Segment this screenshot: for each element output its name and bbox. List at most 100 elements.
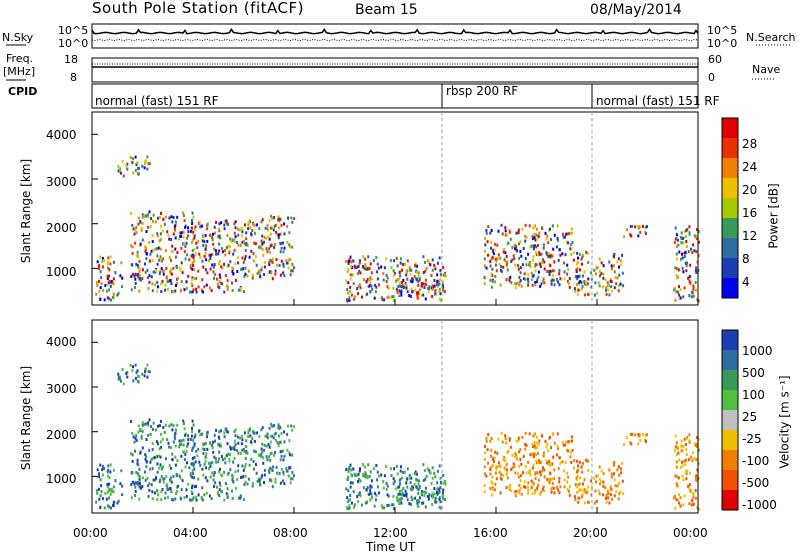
velocity-cell [578, 489, 580, 493]
power-cell [190, 254, 193, 258]
power-cell [191, 241, 193, 244]
velocity-cell [490, 437, 493, 440]
velocity-cell [539, 473, 542, 476]
velocity-cell [145, 459, 148, 463]
velocity-cell [148, 370, 151, 374]
velocity-cell [685, 443, 687, 447]
power-cell [286, 224, 289, 228]
velocity-cell [356, 495, 359, 499]
power-cell [549, 255, 552, 259]
velocity-cell [527, 488, 530, 492]
velocity-cell [208, 494, 211, 498]
power-cell [291, 269, 294, 273]
velocity-cell [100, 490, 103, 494]
velocity-cell [277, 441, 280, 445]
velocity-cell [438, 505, 441, 509]
power-cell [156, 232, 159, 236]
velocity-cell [204, 442, 207, 445]
velocity-cell [395, 464, 398, 468]
power-cell [539, 284, 542, 288]
velocity-cell [180, 443, 183, 446]
power-cell [426, 287, 429, 290]
power-cell [283, 246, 286, 250]
power-cell [492, 252, 495, 256]
power-cell [288, 243, 291, 247]
power-cell [596, 266, 599, 270]
velocity-cell [444, 480, 446, 484]
power-colorbar-swatch [722, 178, 738, 199]
power-cell [576, 275, 579, 279]
power-cell [558, 268, 561, 272]
velocity-cell [199, 433, 202, 437]
power-cell [137, 273, 140, 276]
velocity-cell [402, 493, 405, 497]
power-cell [202, 244, 205, 247]
velocity-cell [422, 479, 425, 482]
power-cell [646, 225, 648, 229]
power-cell [564, 253, 567, 257]
velocity-cell [521, 435, 524, 439]
velocity-cell [410, 503, 412, 506]
power-panel-frame [91, 111, 699, 306]
power-cell [441, 283, 444, 287]
power-cell [160, 257, 163, 261]
power-cell [265, 236, 268, 240]
power-cell [515, 231, 518, 235]
power-cell [349, 277, 352, 281]
velocity-cell [499, 491, 502, 495]
velocity-cell [597, 489, 600, 493]
power-cell [287, 266, 290, 270]
power-cell [443, 290, 446, 294]
power-cell [442, 265, 445, 269]
power-cell [616, 260, 619, 264]
velocity-ytick: 4000 [46, 335, 77, 349]
velocity-cell [108, 487, 111, 491]
velocity-cell [487, 461, 489, 465]
power-cell [417, 280, 420, 284]
velocity-cell [157, 424, 159, 428]
velocity-cell [145, 455, 148, 458]
power-cell [401, 280, 404, 284]
power-cell [273, 224, 276, 228]
velocity-cell [675, 465, 678, 469]
power-cell [675, 290, 678, 294]
power-cell [490, 229, 493, 232]
velocity-cell [434, 497, 437, 501]
velocity-cell [673, 449, 676, 453]
velocity-cell [261, 456, 264, 460]
velocity-cell [163, 430, 166, 434]
velocity-ytick: 3000 [46, 382, 77, 396]
power-cell [605, 292, 608, 296]
velocity-cell [135, 470, 138, 474]
velocity-cell [252, 460, 255, 464]
power-cell [98, 267, 101, 271]
velocity-cell [245, 439, 248, 443]
power-cell [156, 280, 159, 284]
velocity-cell [166, 488, 169, 492]
power-cell [576, 277, 579, 281]
velocity-cell [522, 471, 524, 475]
velocity-cell [678, 501, 681, 505]
velocity-cell [615, 490, 618, 494]
power-cell [160, 259, 163, 263]
velocity-cell [164, 423, 167, 427]
velocity-cell [697, 462, 700, 466]
power-cell [382, 272, 385, 276]
velocity-cell [594, 489, 597, 493]
power-cell [225, 246, 228, 250]
power-cell [393, 259, 396, 263]
power-cell [215, 277, 218, 281]
power-cell [233, 222, 236, 226]
velocity-cell [695, 478, 698, 482]
velocity-cell [98, 472, 100, 476]
velocity-cell [233, 448, 236, 451]
velocity-cell [558, 476, 561, 480]
velocity-cell [191, 457, 194, 460]
power-cell [577, 292, 580, 296]
velocity-cell [375, 464, 378, 467]
power-cell [517, 267, 520, 271]
power-cell [289, 273, 292, 277]
velocity-cell [587, 469, 590, 472]
velocity-cell [255, 471, 258, 475]
power-cell [442, 280, 445, 284]
